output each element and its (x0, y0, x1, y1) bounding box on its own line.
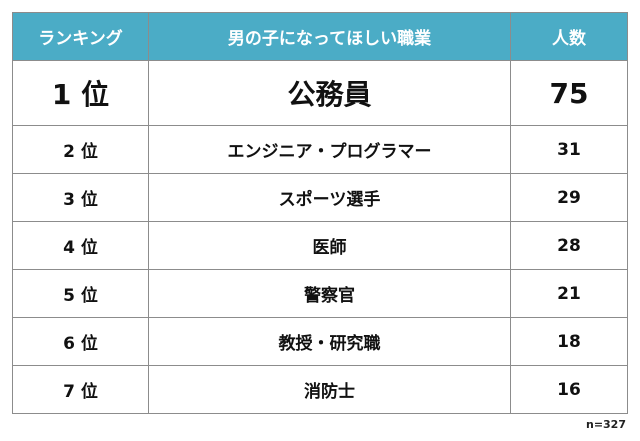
table-row: 1 位公務員 75 (12, 60, 628, 126)
count-cell: 29 (510, 173, 628, 222)
job-cell: 医師 (148, 221, 511, 270)
rank-cell: 4 位 (12, 221, 149, 270)
count-cell: 28 (510, 221, 628, 270)
table-row: 5 位警察官 21 (12, 269, 628, 318)
table-row: 3 位スポーツ選手 29 (12, 173, 628, 222)
rank-cell: 1 位 (12, 60, 149, 126)
table-row: 7 位消防士 16 (12, 365, 628, 414)
ranking-table: ランキング 男の子になってほしい職業 人数 1 位公務員 75 2 位エンジニア・プ… (12, 12, 628, 414)
job-cell: エンジニア・プログラマー (148, 125, 511, 174)
header-cell: ランキング (12, 12, 149, 61)
footnote: n=327 (585, 418, 626, 431)
rank-cell: 7 位 (12, 365, 149, 414)
table-body: 1 位公務員 75 2 位エンジニア・プログラマー 31 3 位スポーツ選手 29 4 位医… (12, 60, 628, 414)
job-cell: 警察官 (148, 269, 511, 318)
table-row: 2 位エンジニア・プログラマー 31 (12, 125, 628, 174)
rank-cell: 6 位 (12, 317, 149, 366)
header-cell: 人数 (510, 12, 628, 61)
count-cell: 31 (510, 125, 628, 174)
header-cell: 男の子になってほしい職業 (148, 12, 511, 61)
rank-cell: 3 位 (12, 173, 149, 222)
job-cell: 消防士 (148, 365, 511, 414)
count-cell: 16 (510, 365, 628, 414)
header-row: ランキング 男の子になってほしい職業 人数 (12, 12, 628, 61)
table-row: 4 位医師 28 (12, 221, 628, 270)
count-cell: 21 (510, 269, 628, 318)
job-cell: スポーツ選手 (148, 173, 511, 222)
count-cell: 18 (510, 317, 628, 366)
job-cell: 教授・研究職 (148, 317, 511, 366)
count-cell: 75 (510, 60, 628, 126)
rank-cell: 2 位 (12, 125, 149, 174)
rank-cell: 5 位 (12, 269, 149, 318)
job-cell: 公務員 (148, 60, 511, 126)
table-row: 6 位教授・研究職 18 (12, 317, 628, 366)
